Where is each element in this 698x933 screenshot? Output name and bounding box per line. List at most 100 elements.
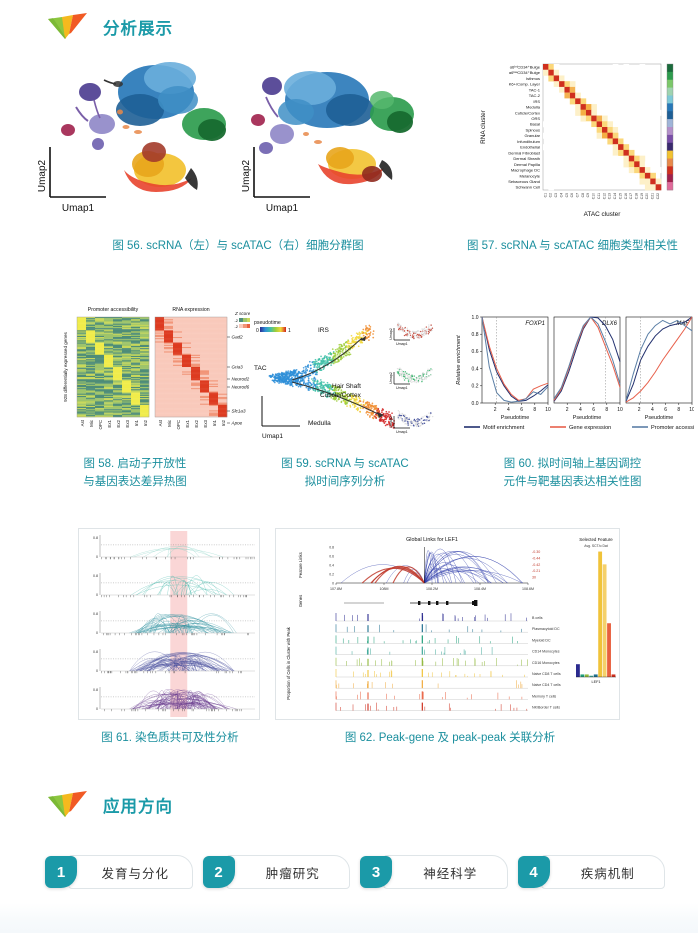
svg-text:C11: C11 <box>597 193 601 199</box>
svg-text:0.8: 0.8 <box>93 612 98 616</box>
svg-text:Ex3: Ex3 <box>125 419 130 427</box>
svg-text:Spinous: Spinous <box>526 127 540 132</box>
svg-text:FOXP1: FOXP1 <box>525 321 545 327</box>
svg-text:8: 8 <box>533 407 536 413</box>
svg-text:Pseudotime: Pseudotime <box>573 415 601 421</box>
svg-text:CD16 Monocytes: CD16 Monocytes <box>532 661 560 665</box>
svg-text:TAC: TAC <box>254 365 267 372</box>
svg-text:0: 0 <box>96 593 98 597</box>
svg-text:C18: C18 <box>635 193 639 199</box>
svg-text:Umap2: Umap2 <box>37 159 48 192</box>
svg-text:0.4: 0.4 <box>472 366 479 372</box>
figure-58-caption: 图 58. 启动子开放性 与基因表达差异热图 <box>30 456 240 492</box>
svg-text:Dermal Sheath: Dermal Sheath <box>513 156 540 161</box>
application-item-4-number: 4 <box>518 856 550 888</box>
svg-text:0.2: 0.2 <box>329 573 334 577</box>
svg-text:Umap1: Umap1 <box>266 203 299 214</box>
svg-text:2: 2 <box>494 407 497 413</box>
svg-text:10: 10 <box>689 407 694 413</box>
application-item-1-number: 1 <box>45 856 77 888</box>
svg-text:LEF1: LEF1 <box>591 680 600 684</box>
svg-text:Ast: Ast <box>80 419 85 426</box>
svg-text:α6ˡᵒʷCD34⁺Bulge: α6ˡᵒʷCD34⁺Bulge <box>509 70 541 75</box>
svg-text:C19: C19 <box>640 193 644 199</box>
svg-text:C2: C2 <box>549 193 553 197</box>
application-item-1[interactable]: 1 发育与分化 <box>45 852 193 892</box>
svg-text:Melanocyte: Melanocyte <box>520 173 541 178</box>
application-item-3[interactable]: 3 神经科学 <box>360 852 508 892</box>
svg-text:C12: C12 <box>602 193 606 199</box>
svg-text:C5: C5 <box>565 193 569 197</box>
svg-text:Umap1: Umap1 <box>262 433 283 440</box>
application-section-header: 应用方向 <box>46 790 173 820</box>
svg-text:In2: In2 <box>221 419 226 426</box>
svg-text:Cuticle/Cortex: Cuticle/Cortex <box>320 392 362 399</box>
svg-text:2: 2 <box>566 407 569 413</box>
svg-text:Umap1: Umap1 <box>396 430 408 434</box>
svg-text:CD14 Monocytes: CD14 Monocytes <box>532 650 560 654</box>
svg-text:TAC-1: TAC-1 <box>529 87 541 92</box>
svg-text:Endothelial: Endothelial <box>520 145 540 150</box>
svg-text:108M: 108M <box>380 587 389 591</box>
figure-60-caption-line1: 图 60. 拟时间轴上基因调控 <box>450 456 695 474</box>
svg-text:-2: -2 <box>234 318 238 323</box>
svg-text:0.0: 0.0 <box>472 401 479 407</box>
svg-text:0.4: 0.4 <box>329 564 334 568</box>
svg-text:Umap2: Umap2 <box>389 372 393 384</box>
figure-59-caption-line1: 图 59. scRNA 与 scATAC <box>245 456 445 474</box>
svg-text:OPC: OPC <box>98 420 103 430</box>
svg-text:Mic: Mic <box>89 419 94 427</box>
svg-text:Ex2: Ex2 <box>116 419 121 427</box>
svg-text:Ex2: Ex2 <box>194 419 199 427</box>
svg-text:Granular: Granular <box>524 133 540 138</box>
svg-text:C3: C3 <box>554 193 558 197</box>
svg-text:Infundibulum: Infundibulum <box>517 139 541 144</box>
svg-text:108.2M: 108.2M <box>426 587 438 591</box>
svg-text:Umap1: Umap1 <box>62 203 95 214</box>
application-item-2[interactable]: 2 肿瘤研究 <box>203 852 351 892</box>
application-item-2-label: 肿瘤研究 <box>226 855 351 889</box>
svg-text:Mic: Mic <box>167 419 172 427</box>
svg-text:C22: C22 <box>656 193 660 199</box>
svg-text:RNA cluster: RNA cluster <box>480 109 487 144</box>
application-item-4-label: 疾病机制 <box>541 855 666 889</box>
application-item-4[interactable]: 4 疾病机制 <box>518 852 666 892</box>
svg-text:TAC-2: TAC-2 <box>529 93 541 98</box>
figure-56-scrna-umap: Umap2 Umap1 <box>28 52 243 227</box>
figure-61-caption: 图 61. 染色质共可及性分析 <box>50 730 290 748</box>
svg-text:Umap1: Umap1 <box>396 342 408 346</box>
svg-text:4: 4 <box>579 407 582 413</box>
svg-text:Isthmus: Isthmus <box>526 76 540 81</box>
svg-text:0.8: 0.8 <box>329 546 334 550</box>
svg-text:Naive CD4 T cells: Naive CD4 T cells <box>532 683 561 687</box>
svg-text:Promoter accessibility: Promoter accessibility <box>651 425 694 431</box>
svg-text:ORS: ORS <box>531 116 540 121</box>
figure-59-pseudotime-umap: TAC IRS Hair Shaft Cuticle/Cortex Medulla pse… <box>250 300 440 445</box>
svg-text:0: 0 <box>256 328 259 334</box>
check-logo-icon <box>46 12 90 42</box>
application-section-title: 应用方向 <box>103 793 173 817</box>
svg-text:C10: C10 <box>592 193 596 199</box>
svg-text:Promoter accessibility: Promoter accessibility <box>88 307 139 313</box>
svg-text:-0.42: -0.42 <box>532 563 540 567</box>
svg-text:6: 6 <box>592 407 595 413</box>
svg-text:Ast: Ast <box>158 419 163 426</box>
svg-text:Plasmacytoid DC: Plasmacytoid DC <box>532 627 560 631</box>
svg-text:Ex1: Ex1 <box>107 419 112 427</box>
check-logo-icon <box>46 790 90 820</box>
svg-text:4: 4 <box>651 407 654 413</box>
svg-text:Global Links for LEF1: Global Links for LEF1 <box>406 537 458 543</box>
svg-text:ATAC cluster: ATAC cluster <box>584 211 622 218</box>
svg-text:108.4M: 108.4M <box>474 587 486 591</box>
svg-text:0.2: 0.2 <box>472 384 479 390</box>
svg-text:C17: C17 <box>629 193 633 199</box>
svg-text:Dermal Fibroblast: Dermal Fibroblast <box>508 150 540 155</box>
svg-text:Genes: Genes <box>298 595 303 607</box>
svg-text:0: 0 <box>96 555 98 559</box>
svg-text:C8: C8 <box>581 193 585 197</box>
svg-text:C13: C13 <box>608 193 612 199</box>
svg-text:0.6: 0.6 <box>472 349 479 355</box>
svg-text:0: 0 <box>96 669 98 673</box>
svg-text:Slc1a3: Slc1a3 <box>232 409 246 414</box>
svg-text:8: 8 <box>605 407 608 413</box>
